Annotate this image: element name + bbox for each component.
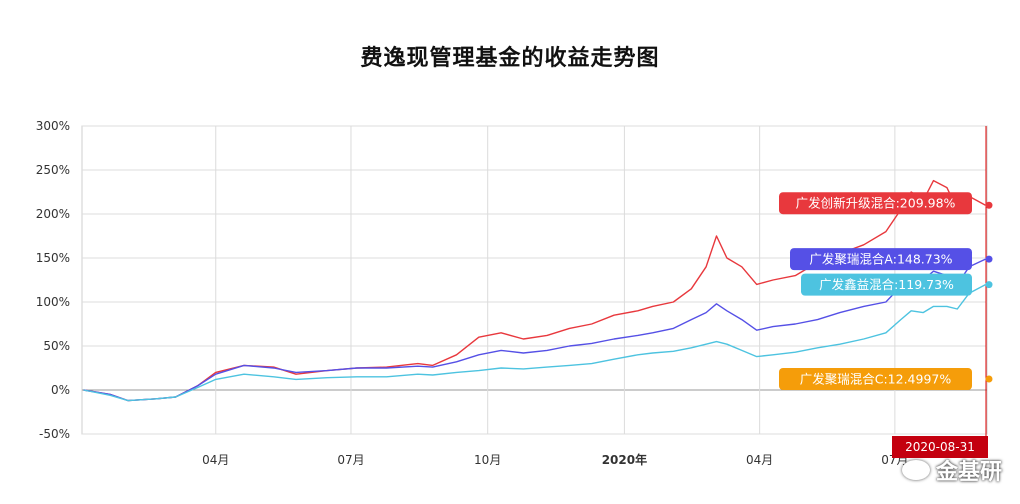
- series-end-dot: [985, 375, 993, 383]
- series-end-dot: [985, 201, 993, 209]
- watermark: 金基研: [901, 454, 1002, 486]
- y-tick-label: 0%: [51, 383, 70, 397]
- y-tick-label: -50%: [39, 427, 70, 441]
- y-tick-label: 100%: [36, 295, 70, 309]
- y-tick-label: 250%: [36, 163, 70, 177]
- series-value-tooltip: [801, 273, 972, 296]
- series-value-label: 广发创新升级混合:209.98%: [796, 196, 956, 211]
- y-tick-label: 200%: [36, 207, 70, 221]
- x-tick-label: 2020年: [602, 452, 647, 467]
- crosshair-date-box: [892, 436, 988, 458]
- x-tick-label: 07月: [337, 453, 364, 467]
- x-tick-label: 10月: [474, 453, 501, 467]
- series-value-tooltip: [779, 192, 972, 215]
- wechat-icon: [901, 460, 930, 480]
- series-line: [83, 283, 986, 402]
- chart-title: 费逸现管理基金的收益走势图: [360, 45, 660, 71]
- y-tick-label: 50%: [43, 339, 70, 353]
- series-value-tooltip: [779, 368, 972, 391]
- x-tick-label: 04月: [746, 453, 773, 467]
- x-tick-label: 04月: [202, 453, 229, 467]
- crosshair-date-label: 2020-08-31: [905, 440, 975, 454]
- series-value-label: 广发鑫益混合:119.73%: [819, 277, 954, 292]
- y-tick-label: 300%: [36, 119, 70, 133]
- series-end-dot: [985, 281, 993, 289]
- series-end-dot: [985, 255, 993, 263]
- y-tick-label: 150%: [36, 251, 70, 265]
- series-value-label: 广发聚瑞混合A:148.73%: [809, 252, 952, 267]
- series-value-tooltip: [790, 248, 972, 271]
- series-value-label: 广发聚瑞混合C:12.4997%: [800, 372, 952, 387]
- watermark-text: 金基研: [935, 460, 1002, 485]
